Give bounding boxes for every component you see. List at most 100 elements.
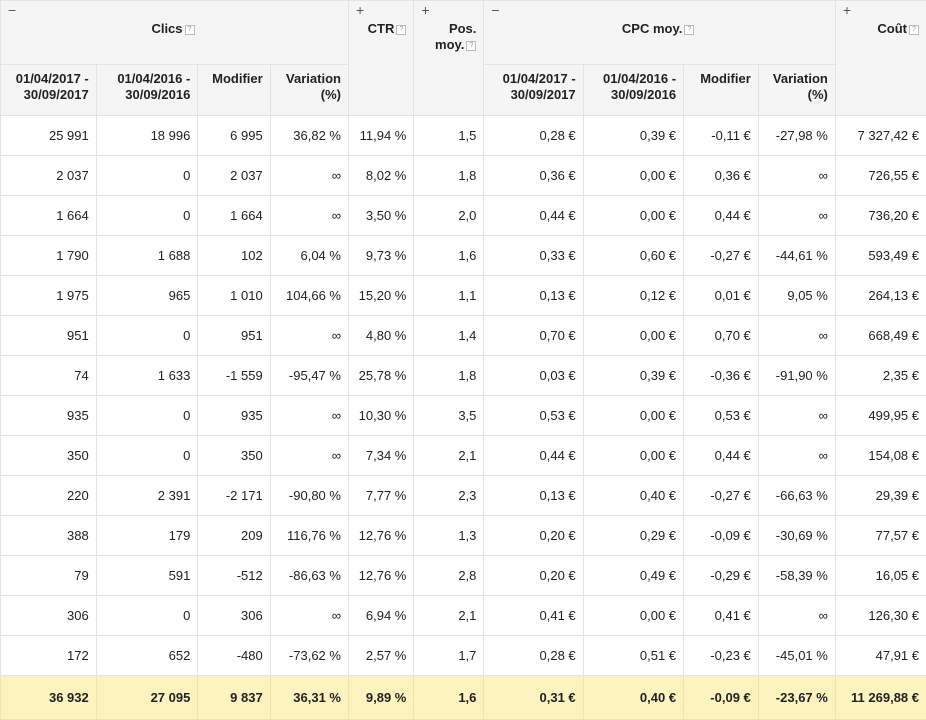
pos-moy-cell: 1,8 <box>414 156 484 196</box>
pos-moy-cell: 1,4 <box>414 316 484 356</box>
pos-moy-cell: 2,0 <box>414 196 484 236</box>
cout-cell: 29,39 € <box>835 476 926 516</box>
cpc-modifier-cell: -0,29 € <box>684 556 759 596</box>
cpc-period-current-header[interactable]: 01/04/2017 - 30/09/2017 <box>484 65 583 116</box>
total-clics-modifier-cell: 9 837 <box>198 676 270 720</box>
pos-moy-header[interactable]: + Pos. moy.? <box>414 1 484 116</box>
help-icon[interactable]: ? <box>909 25 919 35</box>
clics-variation-header[interactable]: Variation (%) <box>270 65 348 116</box>
clics-current-cell: 935 <box>1 396 97 436</box>
clics-previous-cell: 18 996 <box>96 116 198 156</box>
clics-modifier-cell: -1 559 <box>198 356 270 396</box>
cout-cell: 16,05 € <box>835 556 926 596</box>
cpc-variation-cell: ∞ <box>758 196 835 236</box>
cout-cell: 126,30 € <box>835 596 926 636</box>
clics-header-label: Clics <box>151 21 182 36</box>
ctr-cell: 7,77 % <box>348 476 413 516</box>
cpc-variation-cell: -27,98 % <box>758 116 835 156</box>
cpc-current-cell: 0,36 € <box>484 156 583 196</box>
collapse-cpc-icon[interactable]: − <box>491 2 499 18</box>
cpc-variation-cell: -91,90 % <box>758 356 835 396</box>
cpc-modifier-cell: 0,01 € <box>684 276 759 316</box>
help-icon[interactable]: ? <box>684 25 694 35</box>
ctr-header[interactable]: + CTR? <box>348 1 413 116</box>
clics-variation-cell: ∞ <box>270 396 348 436</box>
clics-variation-cell: ∞ <box>270 436 348 476</box>
ctr-cell: 10,30 % <box>348 396 413 436</box>
cpc-previous-cell: 0,00 € <box>583 196 683 236</box>
expand-cout-icon[interactable]: + <box>843 2 851 18</box>
cout-cell: 499,95 € <box>835 396 926 436</box>
clics-variation-cell: -73,62 % <box>270 636 348 676</box>
expand-pos-icon[interactable]: + <box>421 2 429 18</box>
clics-modifier-header[interactable]: Modifier <box>198 65 270 116</box>
clics-previous-cell: 0 <box>96 596 198 636</box>
cpc-previous-cell: 0,00 € <box>583 316 683 356</box>
clics-group-header[interactable]: − Clics? <box>1 1 349 65</box>
clics-modifier-cell: -512 <box>198 556 270 596</box>
cout-header[interactable]: + Coût? <box>835 1 926 116</box>
cpc-variation-cell: -45,01 % <box>758 636 835 676</box>
cpc-previous-cell: 0,39 € <box>583 356 683 396</box>
cpc-current-cell: 0,28 € <box>484 116 583 156</box>
clics-modifier-cell: -2 171 <box>198 476 270 516</box>
cpc-previous-cell: 0,00 € <box>583 436 683 476</box>
cout-cell: 726,55 € <box>835 156 926 196</box>
clics-previous-cell: 591 <box>96 556 198 596</box>
clics-current-cell: 79 <box>1 556 97 596</box>
total-cpc-current-cell: 0,31 € <box>484 676 583 720</box>
total-cpc-variation-cell: -23,67 % <box>758 676 835 720</box>
cpc-modifier-cell: -0,23 € <box>684 636 759 676</box>
clics-modifier-cell: 102 <box>198 236 270 276</box>
total-cpc-previous-cell: 0,40 € <box>583 676 683 720</box>
expand-ctr-icon[interactable]: + <box>356 2 364 18</box>
clics-current-cell: 74 <box>1 356 97 396</box>
ctr-cell: 3,50 % <box>348 196 413 236</box>
pos-moy-cell: 2,1 <box>414 596 484 636</box>
clics-modifier-cell: 1 010 <box>198 276 270 316</box>
collapse-clics-icon[interactable]: − <box>8 2 16 18</box>
pos-moy-cell: 2,3 <box>414 476 484 516</box>
clics-period-current-header[interactable]: 01/04/2017 - 30/09/2017 <box>1 65 97 116</box>
cpc-current-cell: 0,28 € <box>484 636 583 676</box>
cpc-group-header[interactable]: − CPC moy.? <box>484 1 835 65</box>
cpc-modifier-header[interactable]: Modifier <box>684 65 759 116</box>
cout-cell: 264,13 € <box>835 276 926 316</box>
clics-previous-cell: 2 391 <box>96 476 198 516</box>
cpc-modifier-cell: 0,44 € <box>684 436 759 476</box>
total-clics-previous-cell: 27 095 <box>96 676 198 720</box>
total-clics-variation-cell: 36,31 % <box>270 676 348 720</box>
total-cpc-modifier-cell: -0,09 € <box>684 676 759 720</box>
cpc-current-cell: 0,33 € <box>484 236 583 276</box>
clics-current-cell: 1 790 <box>1 236 97 276</box>
help-icon[interactable]: ? <box>185 25 195 35</box>
cpc-modifier-cell: -0,27 € <box>684 236 759 276</box>
cpc-modifier-cell: -0,27 € <box>684 476 759 516</box>
clics-current-cell: 172 <box>1 636 97 676</box>
clics-modifier-cell: 1 664 <box>198 196 270 236</box>
cout-cell: 593,49 € <box>835 236 926 276</box>
clics-period-previous-header[interactable]: 01/04/2016 - 30/09/2016 <box>96 65 198 116</box>
cpc-variation-header[interactable]: Variation (%) <box>758 65 835 116</box>
help-icon[interactable]: ? <box>466 41 476 51</box>
help-icon[interactable]: ? <box>396 25 406 35</box>
clics-previous-cell: 1 688 <box>96 236 198 276</box>
clics-previous-cell: 652 <box>96 636 198 676</box>
ctr-header-label: CTR <box>368 21 395 36</box>
cpc-period-previous-header[interactable]: 01/04/2016 - 30/09/2016 <box>583 65 683 116</box>
